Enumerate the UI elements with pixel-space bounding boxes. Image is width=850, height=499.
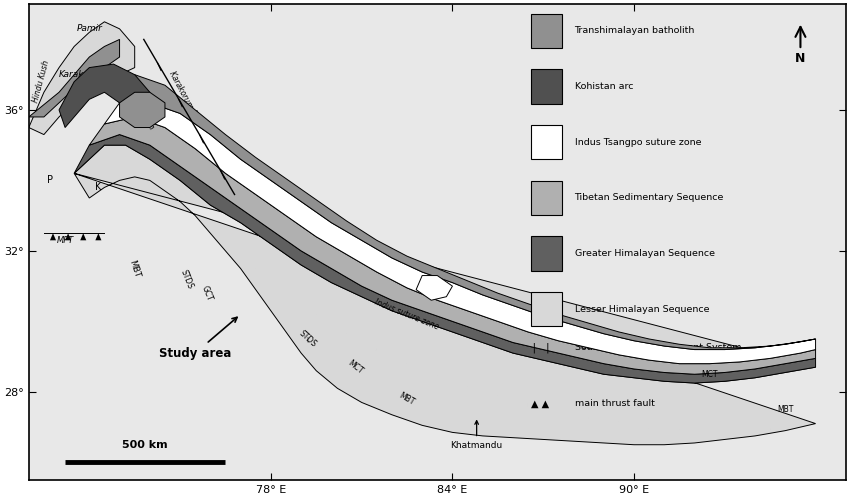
Text: Kohistan: Kohistan bbox=[77, 95, 113, 104]
Bar bbox=[531, 237, 563, 270]
Polygon shape bbox=[436, 375, 437, 381]
Text: S: S bbox=[428, 281, 434, 290]
Text: MCT: MCT bbox=[346, 359, 365, 376]
Polygon shape bbox=[405, 363, 407, 368]
Text: GCT: GCT bbox=[201, 284, 214, 302]
Text: MCT: MCT bbox=[701, 370, 718, 379]
Text: GCT: GCT bbox=[581, 341, 597, 350]
Polygon shape bbox=[120, 92, 165, 128]
Polygon shape bbox=[162, 203, 165, 209]
Text: K: K bbox=[95, 183, 101, 193]
Text: P: P bbox=[47, 175, 53, 186]
Polygon shape bbox=[74, 135, 815, 383]
Polygon shape bbox=[29, 39, 120, 117]
Polygon shape bbox=[105, 191, 106, 197]
Text: Tibetan Sedimentary Sequence: Tibetan Sedimentary Sequence bbox=[575, 193, 724, 202]
Text: GCT: GCT bbox=[732, 352, 748, 361]
Polygon shape bbox=[527, 402, 528, 408]
Polygon shape bbox=[50, 233, 56, 241]
Text: |: | bbox=[306, 337, 309, 342]
Text: Ladakh: Ladakh bbox=[132, 102, 156, 132]
Text: 500 km: 500 km bbox=[122, 440, 168, 450]
Text: Lesser Himalayan Sequence: Lesser Himalayan Sequence bbox=[575, 305, 709, 314]
Text: Indus Tsangpo suture zone: Indus Tsangpo suture zone bbox=[575, 138, 701, 147]
Text: STDS: STDS bbox=[297, 329, 318, 349]
Text: ▲ ▲: ▲ ▲ bbox=[531, 398, 549, 408]
Polygon shape bbox=[59, 64, 150, 128]
Text: South Tibetan Detachment System: South Tibetan Detachment System bbox=[575, 343, 741, 352]
Text: Transhimalayan batholith: Transhimalayan batholith bbox=[575, 26, 695, 35]
Polygon shape bbox=[74, 145, 815, 445]
Text: Kohistan arc: Kohistan arc bbox=[575, 82, 633, 91]
Bar bbox=[531, 125, 563, 159]
Text: Study area: Study area bbox=[159, 317, 237, 360]
Polygon shape bbox=[193, 223, 196, 228]
Polygon shape bbox=[29, 4, 846, 480]
Polygon shape bbox=[29, 22, 134, 135]
Text: Karakorum Fault: Karakorum Fault bbox=[167, 69, 205, 129]
Bar bbox=[531, 181, 563, 215]
Polygon shape bbox=[223, 246, 225, 250]
Text: |: | bbox=[678, 355, 680, 360]
Polygon shape bbox=[95, 233, 101, 241]
Polygon shape bbox=[416, 275, 452, 300]
Text: Hindu Kush: Hindu Kush bbox=[31, 59, 51, 104]
Polygon shape bbox=[80, 233, 86, 241]
Polygon shape bbox=[89, 117, 815, 374]
Text: STDS: STDS bbox=[178, 268, 194, 290]
Bar bbox=[531, 13, 563, 48]
Polygon shape bbox=[133, 189, 134, 195]
Text: N: N bbox=[796, 52, 806, 65]
Text: | |: | | bbox=[531, 342, 552, 353]
Text: Karakorum: Karakorum bbox=[59, 70, 108, 79]
Polygon shape bbox=[253, 268, 256, 273]
Polygon shape bbox=[105, 75, 815, 350]
Polygon shape bbox=[344, 333, 347, 338]
Polygon shape bbox=[65, 233, 71, 241]
Text: Khatmandu: Khatmandu bbox=[450, 421, 502, 450]
Text: Greater Himalayan Sequence: Greater Himalayan Sequence bbox=[575, 249, 715, 258]
Text: MFT: MFT bbox=[56, 236, 74, 245]
Polygon shape bbox=[105, 103, 815, 364]
Text: Indus suture zone: Indus suture zone bbox=[374, 297, 440, 331]
Bar bbox=[531, 292, 563, 326]
Bar bbox=[531, 69, 563, 104]
Text: main thrust fault: main thrust fault bbox=[575, 399, 654, 408]
Text: MBT: MBT bbox=[398, 391, 416, 407]
Text: Pamir: Pamir bbox=[76, 24, 102, 33]
Polygon shape bbox=[467, 386, 468, 391]
Text: MBT: MBT bbox=[128, 258, 142, 278]
Polygon shape bbox=[314, 314, 316, 319]
Text: STDS: STDS bbox=[670, 354, 689, 363]
Polygon shape bbox=[496, 395, 498, 400]
Polygon shape bbox=[283, 291, 286, 296]
Polygon shape bbox=[375, 349, 377, 354]
Text: MBT: MBT bbox=[777, 405, 794, 414]
